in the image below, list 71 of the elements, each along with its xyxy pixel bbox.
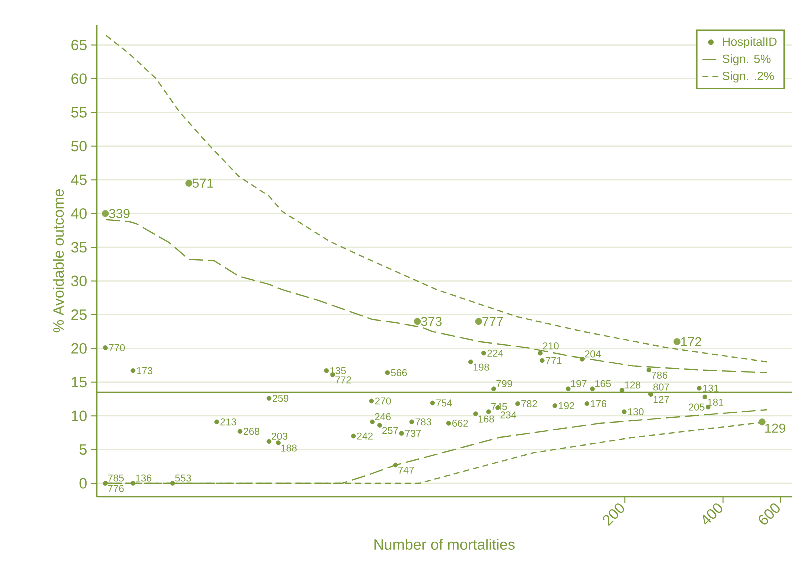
annotation: 786 xyxy=(652,372,668,379)
annotation: 203 xyxy=(272,432,288,440)
annotation: 268 xyxy=(244,428,260,436)
annotation: 168 xyxy=(478,416,494,423)
annotation: 777 xyxy=(482,317,504,326)
annotation: 259 xyxy=(272,395,289,402)
y-tick-label: 30 xyxy=(71,276,87,286)
annotation: 204 xyxy=(585,350,602,358)
x-tick-label: 200 xyxy=(603,504,624,526)
annotation: 197 xyxy=(571,380,587,388)
annotation: 754 xyxy=(436,400,452,407)
annotation: 772 xyxy=(336,376,352,384)
y-axis-title: % Avoidable outcome xyxy=(53,190,64,333)
annotation: 662 xyxy=(452,420,468,428)
y-tick-label: 50 xyxy=(71,141,87,152)
annotation: 173 xyxy=(137,367,153,374)
y-tick-label: 25 xyxy=(72,310,87,320)
y-tick-label: 60 xyxy=(72,74,87,84)
annotation: 807 xyxy=(654,384,670,391)
y-tick-label: 10 xyxy=(72,410,87,422)
y-tick-label: 15 xyxy=(72,377,87,388)
y-tick-label: 5 xyxy=(80,444,87,455)
annotation: 172 xyxy=(681,337,702,346)
annotation: 205 xyxy=(689,404,705,411)
y-tick-label: 0 xyxy=(80,478,87,489)
annotation: 782 xyxy=(522,400,538,408)
y-tick-label: 40 xyxy=(71,208,87,220)
annotation: 747 xyxy=(398,466,414,474)
annotation: 257 xyxy=(382,427,398,434)
annotation: 771 xyxy=(546,357,562,364)
annotation: 566 xyxy=(391,369,408,376)
annotation: 131 xyxy=(703,384,719,392)
annotation: 246 xyxy=(375,413,391,420)
legend-label: Sign. .2% xyxy=(722,72,774,83)
legend-label: Sign. 5% xyxy=(722,54,771,66)
legend-label: HospitalID xyxy=(723,37,777,49)
annotation: 770 xyxy=(109,344,126,352)
annotation: 127 xyxy=(654,396,670,404)
annotation: 128 xyxy=(625,382,641,389)
annotation: 234 xyxy=(500,412,517,419)
annotation: 129 xyxy=(766,424,786,434)
annotation: 571 xyxy=(192,178,214,188)
annotation: 224 xyxy=(488,350,504,357)
x-tick-label: 400 xyxy=(703,504,723,525)
x-axis-title: Number of mortalities xyxy=(374,539,515,550)
annotation: 737 xyxy=(405,430,422,438)
y-tick-label: 55 xyxy=(71,107,87,118)
annotation: 776 xyxy=(108,485,124,492)
annotation: 181 xyxy=(708,398,724,406)
annotation: 198 xyxy=(474,364,490,371)
annotation: 188 xyxy=(282,444,297,452)
annotation: 210 xyxy=(543,342,559,350)
annotation: 213 xyxy=(220,418,236,426)
annotation: 270 xyxy=(375,398,392,405)
annotation: 339 xyxy=(109,209,130,218)
y-tick-label: 65 xyxy=(72,40,87,51)
annotation: 783 xyxy=(416,418,432,426)
annotation: 799 xyxy=(496,380,512,388)
annotation: 242 xyxy=(357,432,373,440)
x-tick-label: 600 xyxy=(758,504,780,525)
annotation: 553 xyxy=(175,474,192,482)
annotation: 373 xyxy=(421,317,442,326)
y-tick-label: 45 xyxy=(71,174,87,186)
y-tick-label: 20 xyxy=(72,343,87,354)
annotation: 165 xyxy=(596,380,612,388)
annotation: 176 xyxy=(591,400,607,408)
annotation: 136 xyxy=(136,474,152,482)
y-tick-label: 35 xyxy=(71,242,87,253)
annotation: 785 xyxy=(108,474,124,482)
annotation: 130 xyxy=(628,408,644,416)
annotation: 192 xyxy=(559,402,574,410)
